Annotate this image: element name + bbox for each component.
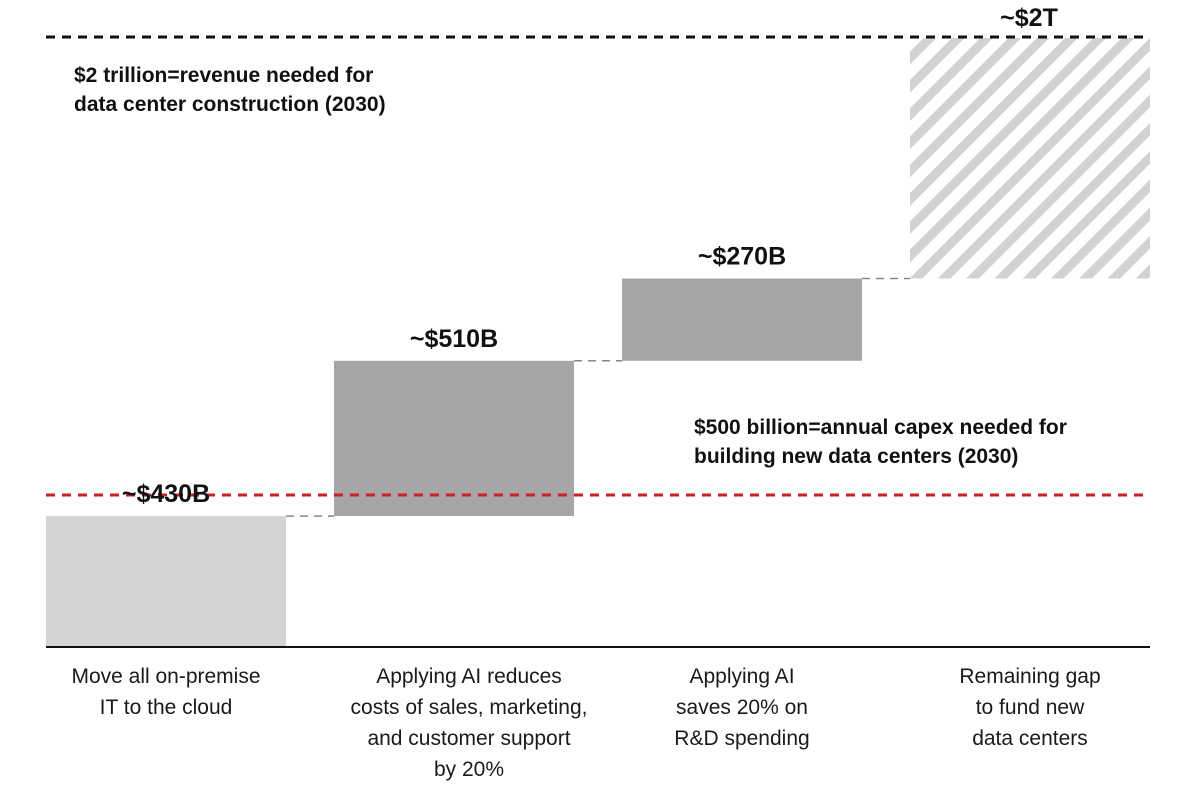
category-label-2-line-3: and customer support: [367, 727, 570, 750]
bar-2: [334, 360, 574, 517]
bar-3: [622, 278, 862, 361]
reference-annotation-1-line-2: data center construction (2030): [74, 93, 386, 116]
bar-4: [910, 38, 1150, 279]
category-label-4-line-3: data centers: [972, 727, 1088, 750]
category-label-1-line-1: Move all on-premise: [71, 665, 260, 688]
category-label-2-line-1: Applying AI reduces: [376, 665, 562, 688]
connectors-layer: [286, 277, 910, 517]
category-label-4-line-1: Remaining gap: [959, 665, 1100, 688]
bars-layer: [46, 38, 1150, 647]
labels-layer: ~$430B ~$510B ~$270B ~$2T $2 trillion=revenu…: [71, 4, 1100, 781]
reference-annotation-1-line-1: $2 trillion=revenue needed for: [74, 64, 373, 87]
value-label-3: ~$270B: [698, 243, 786, 271]
category-label-3-line-1: Applying AI: [689, 665, 794, 688]
category-label-3-line-3: R&D spending: [674, 727, 809, 750]
category-label-1-line-2: IT to the cloud: [100, 696, 233, 719]
category-label-2-line-2: costs of sales, marketing,: [351, 696, 588, 719]
category-label-2-line-4: by 20%: [434, 758, 504, 781]
bar-1: [46, 516, 286, 647]
value-label-1: ~$430B: [122, 480, 210, 508]
reference-annotation-2-line-1: $500 billion=annual capex needed for: [694, 416, 1067, 439]
reference-annotation-2-line-2: building new data centers (2030): [694, 445, 1018, 468]
category-label-4-line-2: to fund new: [976, 696, 1085, 719]
value-label-4: ~$2T: [1000, 4, 1058, 32]
value-label-2: ~$510B: [410, 325, 498, 353]
reference-lines-layer: [46, 35, 1150, 497]
category-label-3-line-2: saves 20% on: [676, 696, 808, 719]
